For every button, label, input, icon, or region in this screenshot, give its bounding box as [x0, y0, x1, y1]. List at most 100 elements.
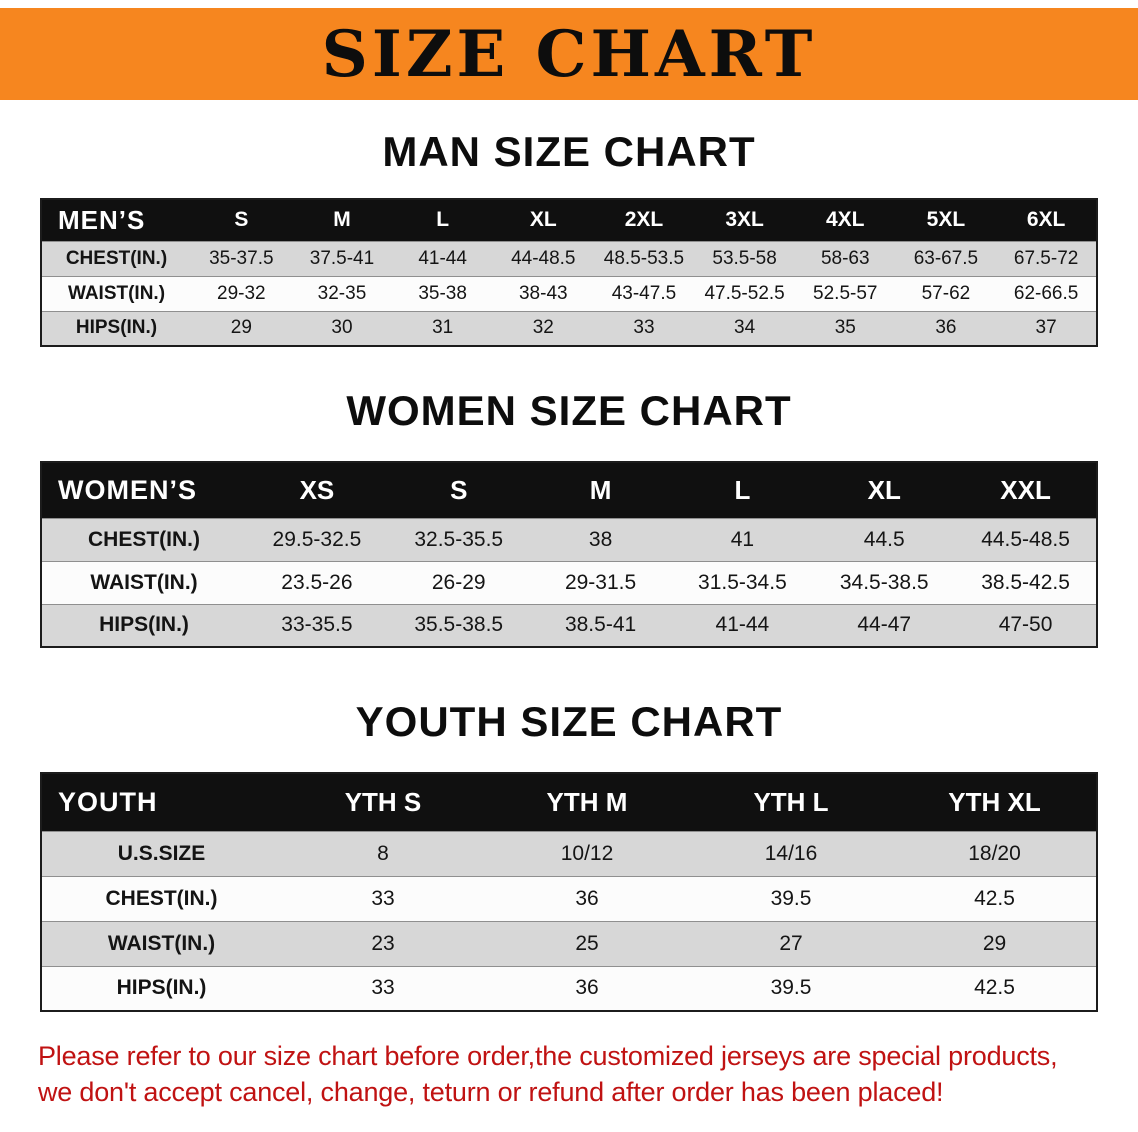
men-section: MAN SIZE CHART MEN’S S M L XL 2XL 3XL 4XL 5XL 6XL…: [0, 128, 1138, 347]
women-measure-cell: 23.5-26: [281, 570, 353, 594]
women-size-column-header: L: [671, 462, 814, 518]
men-measure-row: WAIST(IN.) 29-32 32-35 35-38 38-43 43-47.5 47.…: [41, 276, 1097, 311]
women-measure-cell: 29-31.5: [564, 570, 637, 594]
men-size-column-header: 5XL: [895, 199, 997, 241]
women-size-table: WOMEN’S XS S M L XL XXL CHEST(IN.) 29.5-32.5 32.…: [40, 461, 1098, 648]
women-measure-cell: 44.5-48.5: [981, 527, 1070, 551]
youth-measure-row: CHEST(IN.) 33 36 39.5 42.5: [41, 876, 1097, 921]
women-measure-row: HIPS(IN.) 33-35.5 35.5-38.5 38.5-41 41-44 44-…: [41, 604, 1097, 647]
men-measure-cell: 32-35: [317, 282, 367, 304]
women-measure-cell: 31.5-34.5: [698, 570, 787, 594]
men-measure-cell: 58-63: [820, 247, 870, 269]
youth-table-head: YOUTH YTH S YTH M YTH L YTH XL: [41, 773, 1097, 831]
women-corner-label: WOMEN’S: [41, 462, 246, 518]
men-measure-cell: 31: [432, 317, 454, 339]
youth-measure-cell: 39.5: [770, 976, 812, 1000]
youth-measure-cell: 29: [982, 931, 1007, 955]
women-section: WOMEN SIZE CHART WOMEN’S XS S M L XL XXL CHEST…: [0, 387, 1138, 648]
women-section-heading: WOMEN SIZE CHART: [346, 387, 792, 434]
men-measure-row: CHEST(IN.) 35-37.5 37.5-41 41-44 44-48.5 48.5…: [41, 241, 1097, 276]
footer-note-line-1: Please refer to our size chart before or…: [38, 1041, 1058, 1071]
youth-measure-row: U.S.SIZE 8 10/12 14/16 18/20: [41, 831, 1097, 876]
women-measure-cell: 34.5-38.5: [839, 570, 929, 594]
women-measure-cell: 38.5-41: [564, 613, 637, 637]
men-measure-cell: 29: [230, 317, 252, 339]
women-measure-cell: 44-47: [857, 613, 912, 637]
men-measure-cell: 44-48.5: [511, 247, 576, 269]
men-measure-cell: 38-43: [518, 282, 568, 304]
men-size-column-header: 2XL: [593, 199, 695, 241]
men-size-column-header: M: [291, 199, 393, 241]
women-table-head: WOMEN’S XS S M L XL XXL: [41, 462, 1097, 518]
men-section-heading: MAN SIZE CHART: [382, 128, 756, 175]
youth-measure-row: WAIST(IN.) 23 25 27 29: [41, 921, 1097, 966]
men-measure-cell: 67.5-72: [1013, 247, 1079, 269]
youth-measure-cell: 18/20: [968, 841, 1021, 865]
footer-note: Please refer to our size chart before or…: [38, 1038, 1100, 1111]
women-table-body: CHEST(IN.) 29.5-32.5 32.5-35.5 38 41 44.5 44.5…: [41, 518, 1097, 647]
footer-note-line-2: we don't accept cancel, change, teturn o…: [38, 1077, 944, 1108]
men-corner-label: MEN’S: [41, 199, 191, 241]
men-size-column-header: XL: [492, 199, 594, 241]
youth-measure-cell: 33: [371, 976, 395, 1000]
women-row-label: CHEST(IN.): [88, 527, 200, 551]
women-measure-cell: 26-29: [431, 570, 486, 594]
youth-size-column-header: YTH M: [485, 773, 689, 831]
women-size-column-header: M: [529, 462, 672, 518]
women-row-label: WAIST(IN.): [90, 570, 198, 594]
men-measure-cell: 52.5-57: [813, 282, 878, 304]
youth-size-column-header: YTH S: [281, 773, 485, 831]
men-measure-cell: 32: [532, 317, 554, 339]
women-size-column-header: XXL: [955, 462, 1097, 518]
women-measure-cell: 38: [588, 527, 613, 551]
men-size-column-header: S: [191, 199, 292, 241]
youth-row-label: CHEST(IN.): [105, 886, 218, 910]
youth-row-label: WAIST(IN.): [107, 931, 216, 955]
youth-measure-cell: 33: [371, 886, 395, 910]
women-header-row: WOMEN’S XS S M L XL XXL: [41, 462, 1097, 518]
women-size-column-header: S: [387, 462, 530, 518]
youth-measure-cell: 39.5: [770, 886, 812, 910]
men-measure-cell: 35: [834, 317, 856, 339]
men-measure-cell: 36: [935, 317, 957, 339]
women-measure-cell: 41: [730, 527, 755, 551]
women-measure-row: WAIST(IN.) 23.5-26 26-29 29-31.5 31.5-34.5 34…: [41, 561, 1097, 604]
men-row-label: HIPS(IN.): [75, 317, 158, 339]
women-measure-cell: 33-35.5: [281, 613, 353, 637]
men-size-column-header: 4XL: [794, 199, 896, 241]
men-table-head: MEN’S S M L XL 2XL 3XL 4XL 5XL 6XL: [41, 199, 1097, 241]
men-measure-cell: 35-38: [418, 282, 467, 304]
women-measure-cell: 29.5-32.5: [272, 527, 362, 551]
men-measure-cell: 62-66.5: [1013, 282, 1079, 304]
youth-measure-cell: 27: [779, 931, 803, 955]
youth-measure-cell: 23: [371, 931, 395, 955]
men-measure-cell: 30: [331, 317, 353, 339]
youth-measure-cell: 8: [377, 841, 389, 865]
youth-measure-cell: 42.5: [974, 976, 1015, 1000]
banner: SIZE CHART: [0, 8, 1138, 100]
men-measure-cell: 37: [1035, 317, 1057, 339]
page-title: SIZE CHART: [321, 16, 817, 92]
men-header-row: MEN’S S M L XL 2XL 3XL 4XL 5XL 6XL: [41, 199, 1097, 241]
men-measure-cell: 41-44: [418, 247, 467, 269]
men-measure-row: HIPS(IN.) 29 30 31 32 33 34 35 36 37: [41, 311, 1097, 346]
youth-size-table: YOUTH YTH S YTH M YTH L YTH XL U.S.SIZE 8 10/1…: [40, 772, 1098, 1012]
men-measure-cell: 48.5-53.5: [603, 247, 685, 269]
men-size-column-header: L: [392, 199, 493, 241]
women-measure-cell: 47-50: [998, 613, 1053, 637]
women-measure-cell: 32.5-35.5: [414, 527, 504, 551]
youth-measure-cell: 36: [575, 976, 599, 1000]
men-measure-cell: 37.5-41: [309, 247, 375, 269]
men-measure-cell: 33: [633, 317, 655, 339]
men-measure-cell: 47.5-52.5: [704, 282, 785, 304]
youth-section-heading: YOUTH SIZE CHART: [355, 698, 783, 745]
youth-measure-row: HIPS(IN.) 33 36 39.5 42.5: [41, 966, 1097, 1011]
youth-measure-cell: 14/16: [764, 841, 818, 865]
youth-size-column-header: YTH L: [689, 773, 893, 831]
men-size-table: MEN’S S M L XL 2XL 3XL 4XL 5XL 6XL CHEST(IN.) 35-3…: [40, 198, 1098, 347]
men-measure-cell: 35-37.5: [209, 247, 274, 269]
women-measure-cell: 38.5-42.5: [981, 570, 1070, 594]
youth-measure-cell: 36: [575, 886, 599, 910]
women-size-column-header: XS: [246, 462, 388, 518]
